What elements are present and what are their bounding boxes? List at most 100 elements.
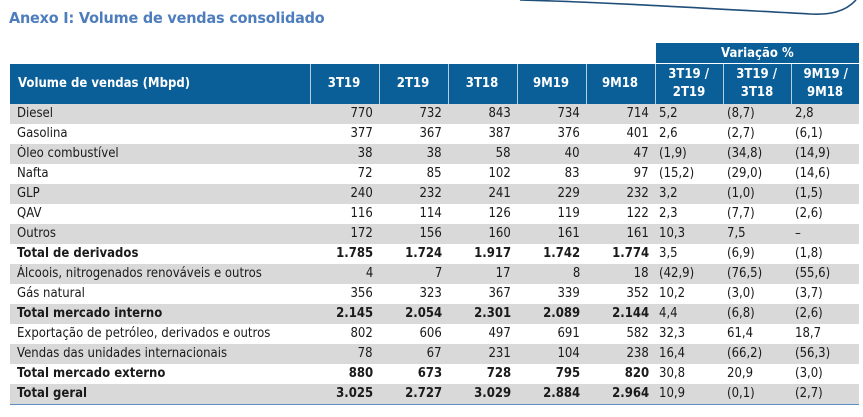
cell-var-3t19-2t19: (1,9) (655, 144, 723, 164)
row-label: Exportação de petróleo, derivados e outr… (10, 324, 310, 344)
cell-9m18: 238 (586, 344, 655, 364)
cell-var-9m19-9m18: (2,6) (791, 204, 859, 224)
cell-var-3t19-3t18: (1,0) (723, 184, 791, 204)
cell-9m18: 352 (586, 284, 655, 304)
col-header-9m18: 9M18 (585, 63, 655, 104)
cell-var-3t19-2t19: 10,3 (655, 224, 723, 244)
cell-var-3t19-3t18: (6,9) (723, 244, 791, 264)
col-header-2t19: 2T19 (378, 63, 448, 104)
cell-var-3t19-2t19: 16,4 (655, 344, 723, 364)
cell-9m19: 339 (517, 284, 586, 304)
cell-3t18: 2.301 (448, 304, 517, 324)
table-row: Óleo combustível 38 38 58 40 47 (1,9) (34,8) (14… (10, 144, 859, 164)
cell-9m18: 582 (586, 324, 655, 344)
col-header-var-9m19-9m18: 9M19 /9M18 (790, 63, 859, 104)
cell-2t19: 673 (379, 364, 448, 384)
cell-3t18: 231 (448, 344, 517, 364)
cell-3t19: 377 (310, 124, 379, 144)
cell-var-3t19-3t18: (8,7) (723, 104, 791, 124)
cell-3t19: 802 (310, 324, 379, 344)
cell-var-9m19-9m18: (3,0) (791, 364, 859, 384)
cell-9m18: 714 (586, 104, 655, 124)
cell-9m19: 1.742 (517, 244, 586, 264)
table-row: Exportação de petróleo, derivados e outr… (10, 324, 859, 344)
cell-2t19: 2.727 (379, 384, 448, 405)
cell-9m18: 97 (586, 164, 655, 184)
row-label: Total geral (10, 384, 310, 405)
cell-3t19: 116 (310, 204, 379, 224)
header-spacer (10, 43, 655, 64)
cell-9m18: 47 (586, 144, 655, 164)
cell-2t19: 606 (379, 324, 448, 344)
cell-3t19: 72 (310, 164, 379, 184)
row-label: GLP (10, 184, 310, 204)
cell-9m19: 376 (517, 124, 586, 144)
cell-9m19: 104 (517, 344, 586, 364)
row-label: Nafta (10, 164, 310, 184)
cell-3t18: 843 (448, 104, 517, 124)
cell-3t18: 241 (448, 184, 517, 204)
cell-var-9m19-9m18: 18,7 (791, 324, 859, 344)
cell-var-3t19-3t18: (2,7) (723, 124, 791, 144)
cell-2t19: 732 (379, 104, 448, 124)
col-header-9m19: 9M19 (516, 63, 586, 104)
row-label: Total mercado interno (10, 304, 310, 324)
cell-2t19: 7 (379, 264, 448, 284)
cell-var-3t19-2t19: 32,3 (655, 324, 723, 344)
cell-var-9m19-9m18: (6,1) (791, 124, 859, 144)
row-label: Gás natural (10, 284, 310, 304)
table-row: QAV 116 114 126 119 122 2,3 (7,7) (2,6) (10, 204, 859, 224)
cell-3t18: 102 (448, 164, 517, 184)
cell-var-3t19-2t19: 10,9 (655, 384, 723, 405)
cell-var-9m19-9m18: 2,8 (791, 104, 859, 124)
cell-var-3t19-2t19: (42,9) (655, 264, 723, 284)
cell-3t19: 38 (310, 144, 379, 164)
cell-3t18: 160 (448, 224, 517, 244)
row-label: QAV (10, 204, 310, 224)
cell-3t19: 4 (310, 264, 379, 284)
cell-3t18: 367 (448, 284, 517, 304)
sales-volume-table: Variação % Volume de vendas (Mbpd) 3T19 … (10, 43, 859, 405)
cell-var-3t19-3t18: (76,5) (723, 264, 791, 284)
cell-3t18: 3.029 (448, 384, 517, 405)
cell-3t19: 172 (310, 224, 379, 244)
cell-var-3t19-2t19: 3,5 (655, 244, 723, 264)
row-label: Total de derivados (10, 244, 310, 264)
cell-3t18: 17 (448, 264, 517, 284)
cell-var-9m19-9m18: (14,9) (791, 144, 859, 164)
cell-3t19: 880 (310, 364, 379, 384)
cell-2t19: 67 (379, 344, 448, 364)
cell-2t19: 2.054 (379, 304, 448, 324)
cell-var-3t19-3t18: 61,4 (723, 324, 791, 344)
cell-9m19: 2.884 (517, 384, 586, 405)
row-label: Vendas das unidades internacionais (10, 344, 310, 364)
cell-3t19: 1.785 (310, 244, 379, 264)
table-row: Total de derivados 1.785 1.724 1.917 1.742 1.… (10, 244, 859, 264)
cell-2t19: 232 (379, 184, 448, 204)
cell-3t18: 497 (448, 324, 517, 344)
cell-9m19: 83 (517, 164, 586, 184)
cell-3t19: 770 (310, 104, 379, 124)
cell-var-3t19-3t18: (7,7) (723, 204, 791, 224)
table-row: Total geral 3.025 2.727 3.029 2.884 2.964 10,9… (10, 384, 859, 405)
cell-3t19: 240 (310, 184, 379, 204)
cell-var-3t19-2t19: 30,8 (655, 364, 723, 384)
col-header-3t19: 3T19 (309, 63, 379, 104)
row-label: Gasolina (10, 124, 310, 144)
cell-var-9m19-9m18: (55,6) (791, 264, 859, 284)
table-row: Vendas das unidades internacionais 78 67 23… (10, 344, 859, 364)
table-body: Diesel 770 732 843 734 714 5,2 (8,7) 2,8 Gasolina… (10, 104, 859, 405)
cell-2t19: 114 (379, 204, 448, 224)
cell-2t19: 367 (379, 124, 448, 144)
cell-9m18: 122 (586, 204, 655, 224)
cell-2t19: 85 (379, 164, 448, 184)
cell-var-3t19-3t18: (34,8) (723, 144, 791, 164)
cell-var-3t19-3t18: 20,9 (723, 364, 791, 384)
cell-var-3t19-3t18: 7,5 (723, 224, 791, 244)
cell-var-3t19-2t19: 2,3 (655, 204, 723, 224)
row-label-header: Volume de vendas (Mbpd) (10, 63, 310, 104)
cell-2t19: 156 (379, 224, 448, 244)
cell-var-9m19-9m18: (3,7) (791, 284, 859, 304)
cell-var-3t19-3t18: (66,2) (723, 344, 791, 364)
cell-3t19: 2.145 (310, 304, 379, 324)
